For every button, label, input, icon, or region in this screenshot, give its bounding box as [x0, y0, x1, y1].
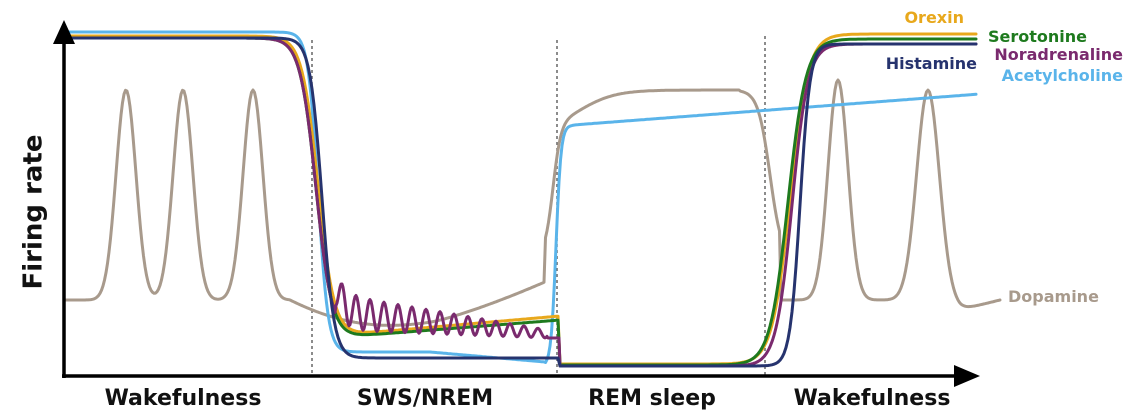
stage-label-rem-sleep: REM sleep — [588, 386, 716, 411]
stage-label-wakefulness-1: Wakefulness — [105, 386, 262, 411]
legend-noradrenaline: Noradrenaline — [994, 45, 1123, 64]
y-axis-arrowhead — [53, 20, 75, 44]
dopamine-curve — [62, 78, 1002, 327]
acetylcholine-curve — [62, 30, 978, 364]
legend-dopamine: Dopamine — [1008, 287, 1099, 306]
stage-label-wakefulness-2: Wakefulness — [794, 386, 951, 411]
x-axis-arrowhead — [954, 365, 980, 387]
orexin-curve — [62, 32, 978, 366]
stage-label-sws-nrem: SWS/NREM — [357, 386, 493, 411]
y-axis-label: Firing rate — [19, 134, 49, 289]
legend-acetylcholine: Acetylcholine — [1002, 66, 1124, 85]
legend-serotonine: Serotonine — [988, 27, 1087, 46]
histamine-curve — [62, 36, 978, 368]
legend-orexin: Orexin — [904, 8, 964, 27]
legend-histamine: Histamine — [886, 54, 977, 73]
